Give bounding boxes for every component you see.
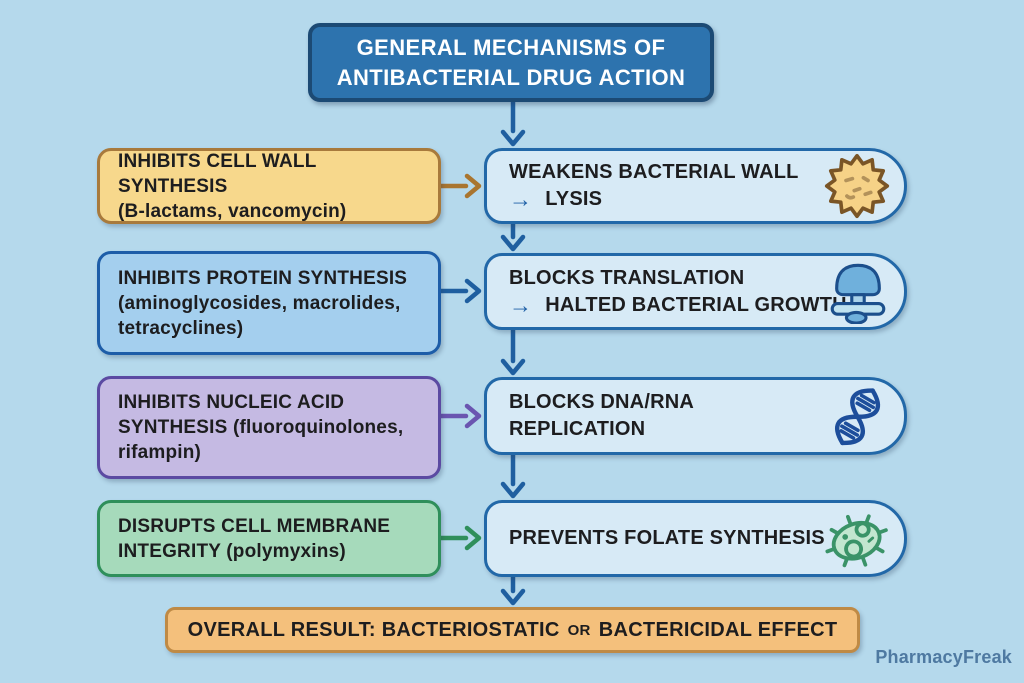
- cause-box-nucleic-acid: INHIBITS NUCLEIC ACID SYNTHESIS (fluoroq…: [97, 376, 441, 479]
- dna-helix-icon: [835, 388, 881, 446]
- overall-result-box: OVERALL RESULT: BACTERIOSTATIC OR BACTER…: [165, 607, 860, 653]
- arrowhead-title-to-box1: [500, 129, 526, 147]
- cause-text: INHIBITS NUCLEIC ACID: [118, 392, 345, 413]
- cause-text: INHIBITS PROTEIN SYNTHESIS: [118, 267, 408, 289]
- arrowhead-protein: [464, 278, 482, 304]
- title-box: GENERAL MECHANISMS OF ANTIBACTERIAL DRUG…: [308, 23, 714, 102]
- arrowhead-membrane: [464, 525, 482, 551]
- effect-subtext: → LYSIS: [509, 186, 818, 213]
- effect-subtext: → HALTED BACTERIAL GROWTH: [509, 291, 847, 319]
- overall-result-text: OVERALL RESULT: BACTERIOSTATIC: [187, 618, 560, 641]
- overall-result-or: OR: [567, 621, 591, 639]
- effect-text: BLOCKS TRANSLATION: [509, 266, 745, 289]
- watermark-pharmacyfreak: PharmacyFreak: [875, 647, 1012, 667]
- effect-subtext-label: HALTED BACTERIAL GROWTH: [545, 293, 847, 316]
- effect-subtext-label: REPLICATION: [509, 418, 646, 440]
- cause-box-cell-wall: INHIBITS CELL WALL SYNTHESIS (B-lactams,…: [97, 148, 441, 224]
- arrowhead-cellwall: [464, 173, 482, 199]
- cause-text: (aminoglycosides, macrolides,: [118, 292, 401, 314]
- effect-box-folate: PREVENTS FOLATE SYNTHESIS: [484, 500, 907, 577]
- lysed-cell-icon: [824, 153, 890, 219]
- arrowhead-box4-to-footer: [500, 588, 526, 606]
- effect-text: WEAKENS BACTERIAL WALL: [509, 161, 799, 183]
- cause-text: DISRUPTS CELL MEMBRANE: [118, 515, 391, 537]
- effect-text: PREVENTS FOLATE SYNTHESIS: [509, 527, 825, 549]
- cause-text: rifampin): [118, 442, 202, 463]
- cause-text: SYNTHESIS (fluoroquinolones,: [118, 417, 404, 438]
- arrowhead-box1-to-box2: [500, 234, 526, 252]
- green-bacterium-icon: [825, 513, 888, 567]
- effect-box-blocks-replication: BLOCKS DNA/RNA REPLICATION: [484, 377, 907, 455]
- arrowhead-box2-to-box3: [500, 358, 526, 376]
- ribosome-icon: [830, 263, 886, 324]
- cause-text: (B-lactams, vancomycin): [118, 200, 347, 222]
- effect-text: BLOCKS DNA/RNA: [509, 391, 695, 413]
- arrow-right-icon: →: [509, 186, 533, 212]
- arrow-right-icon: →: [509, 291, 533, 318]
- effect-subtext: REPLICATION: [509, 416, 818, 443]
- title-line-2: ANTIBACTERIAL DRUG ACTION: [336, 64, 686, 90]
- arrowhead-box3-to-box4: [500, 481, 526, 499]
- arrowhead-nucleic: [464, 403, 482, 429]
- cause-text: INTEGRITY (polymyxins): [118, 540, 346, 562]
- overall-result-text: BACTERICIDAL EFFECT: [598, 618, 838, 641]
- cause-box-protein: INHIBITS PROTEIN SYNTHESIS (aminoglycosi…: [97, 251, 441, 355]
- effect-subtext-label: LYSIS: [545, 188, 603, 210]
- cause-text: INHIBITS CELL WALL SYNTHESIS: [118, 150, 317, 197]
- cause-box-membrane: DISRUPTS CELL MEMBRANE INTEGRITY (polymy…: [97, 500, 441, 577]
- title-line-1: GENERAL MECHANISMS OF: [356, 34, 666, 60]
- effect-box-blocks-translation: BLOCKS TRANSLATION → HALTED BACTERIAL GR…: [484, 253, 907, 330]
- effect-box-weakens-wall: WEAKENS BACTERIAL WALL → LYSIS: [484, 148, 907, 224]
- cause-text: tetracyclines): [118, 317, 244, 339]
